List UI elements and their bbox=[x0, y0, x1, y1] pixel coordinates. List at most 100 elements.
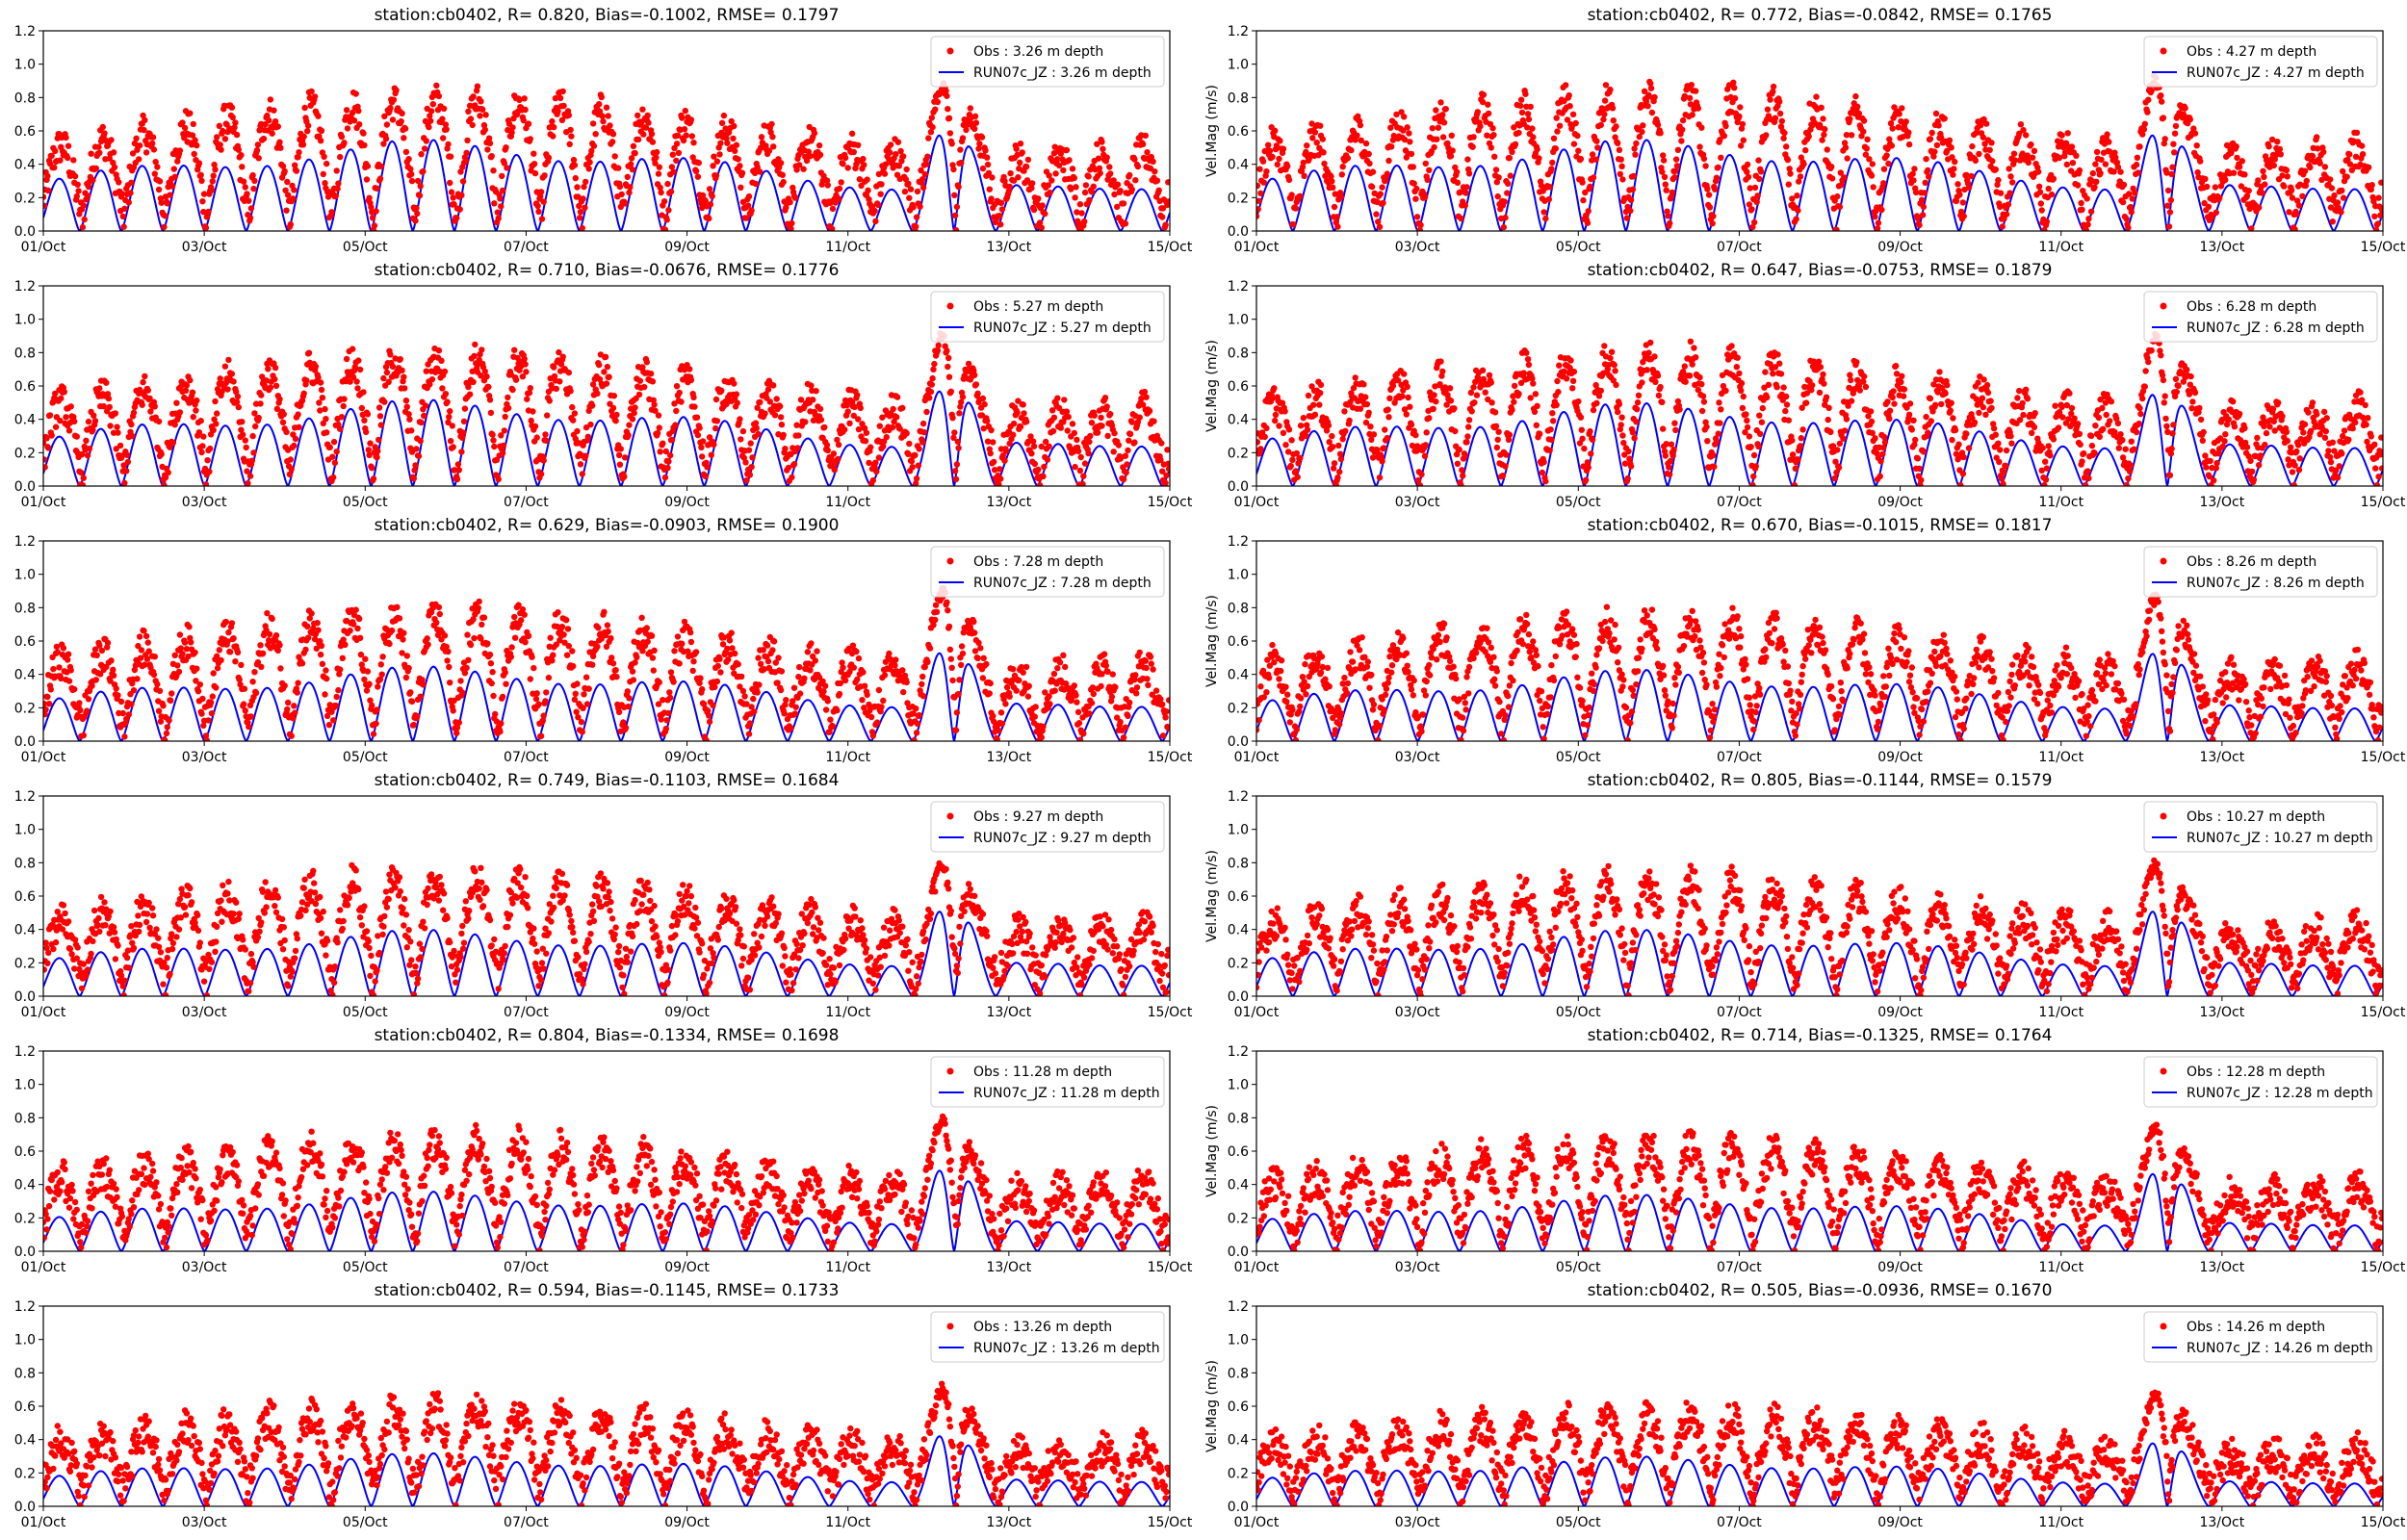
obs-point bbox=[290, 195, 297, 202]
obs-point bbox=[486, 140, 494, 147]
obs-point bbox=[1050, 414, 1058, 421]
plot-area bbox=[1256, 72, 2383, 231]
obs-point bbox=[850, 148, 857, 156]
obs-point bbox=[2284, 173, 2291, 180]
obs-point bbox=[447, 179, 453, 187]
obs-point bbox=[2112, 154, 2119, 161]
obs-point bbox=[997, 221, 1004, 228]
obs-point bbox=[1124, 461, 1130, 468]
obs-point bbox=[2161, 136, 2168, 142]
obs-point bbox=[2083, 226, 2089, 231]
obs-point bbox=[986, 186, 994, 192]
obs-point bbox=[570, 417, 577, 424]
obs-point bbox=[895, 163, 902, 169]
obs-point bbox=[194, 141, 200, 149]
obs-point bbox=[2064, 130, 2071, 137]
obs-point bbox=[2281, 183, 2288, 190]
obs-point bbox=[508, 129, 515, 136]
obs-point bbox=[375, 448, 381, 454]
obs-point bbox=[708, 451, 714, 458]
legend-model-label: RUN07c_JZ : 3.26 m depth bbox=[973, 65, 1152, 81]
obs-point bbox=[2160, 115, 2167, 121]
obs-point bbox=[2045, 185, 2052, 192]
obs-point bbox=[1874, 449, 1880, 456]
obs-point bbox=[753, 424, 760, 431]
obs-point bbox=[1107, 411, 1114, 418]
obs-point bbox=[1570, 141, 1578, 147]
obs-point bbox=[498, 203, 505, 210]
obs-point bbox=[766, 398, 773, 405]
obs-point bbox=[851, 403, 858, 410]
x-tick-label: 11/Oct bbox=[2038, 240, 2083, 255]
obs-point bbox=[935, 342, 942, 349]
obs-point bbox=[1893, 371, 1901, 377]
obs-point bbox=[1590, 174, 1597, 181]
obs-point bbox=[913, 214, 920, 220]
obs-point bbox=[971, 125, 978, 132]
obs-point bbox=[1755, 157, 1762, 164]
obs-point bbox=[988, 426, 995, 434]
obs-point bbox=[1091, 412, 1098, 419]
obs-point bbox=[1588, 450, 1594, 457]
obs-point bbox=[990, 439, 996, 446]
obs-point bbox=[1977, 122, 1984, 129]
obs-point bbox=[1502, 463, 1509, 470]
obs-point bbox=[844, 408, 851, 415]
obs-point bbox=[1126, 437, 1132, 444]
obs-point bbox=[495, 475, 502, 483]
obs-point bbox=[1284, 163, 1291, 169]
x-tick-label: 11/Oct bbox=[825, 240, 870, 255]
obs-point bbox=[1572, 119, 1579, 127]
obs-point bbox=[79, 481, 87, 486]
obs-point bbox=[996, 481, 1002, 486]
obs-point bbox=[982, 147, 989, 154]
obs-point bbox=[694, 173, 702, 180]
obs-point bbox=[2190, 125, 2197, 132]
obs-point bbox=[603, 380, 610, 387]
obs-point bbox=[121, 479, 128, 486]
obs-point bbox=[408, 177, 416, 185]
obs-point bbox=[1007, 169, 1014, 177]
obs-point bbox=[88, 150, 94, 157]
obs-point bbox=[1927, 136, 1934, 142]
obs-point bbox=[361, 417, 368, 424]
legend-obs-label: Obs : 5.27 m depth bbox=[973, 299, 1103, 315]
obs-point bbox=[1786, 166, 1793, 172]
obs-point bbox=[1074, 209, 1080, 216]
x-tick-label: 05/Oct bbox=[343, 495, 388, 510]
obs-point bbox=[1301, 172, 1307, 179]
obs-point bbox=[1696, 373, 1703, 381]
obs-point bbox=[152, 159, 159, 166]
obs-point bbox=[477, 351, 483, 358]
obs-point bbox=[1259, 158, 1267, 165]
obs-point bbox=[928, 115, 935, 121]
obs-point bbox=[942, 343, 948, 349]
obs-point bbox=[589, 402, 596, 409]
obs-point bbox=[1751, 184, 1759, 192]
obs-point bbox=[1131, 439, 1138, 446]
obs-point bbox=[1640, 122, 1646, 129]
obs-point bbox=[764, 386, 772, 393]
obs-point bbox=[320, 420, 326, 427]
obs-point bbox=[1409, 442, 1416, 449]
obs-point bbox=[1651, 353, 1658, 360]
obs-point bbox=[744, 202, 752, 209]
obs-point bbox=[1556, 362, 1563, 369]
obs-point bbox=[1434, 136, 1440, 142]
obs-point bbox=[1401, 114, 1408, 120]
obs-point bbox=[1948, 144, 1954, 151]
obs-point bbox=[2102, 161, 2109, 167]
obs-point bbox=[2091, 184, 2098, 191]
obs-point bbox=[355, 357, 362, 364]
obs-point bbox=[1123, 469, 1129, 476]
obs-point bbox=[1672, 167, 1679, 174]
obs-point bbox=[352, 90, 359, 97]
obs-point bbox=[1728, 343, 1735, 349]
obs-point bbox=[1136, 414, 1143, 421]
obs-point bbox=[1860, 117, 1868, 124]
obs-point bbox=[1626, 455, 1633, 462]
obs-point bbox=[349, 346, 356, 352]
obs-point bbox=[737, 163, 743, 169]
obs-point bbox=[943, 88, 949, 94]
obs-point bbox=[1795, 456, 1801, 463]
